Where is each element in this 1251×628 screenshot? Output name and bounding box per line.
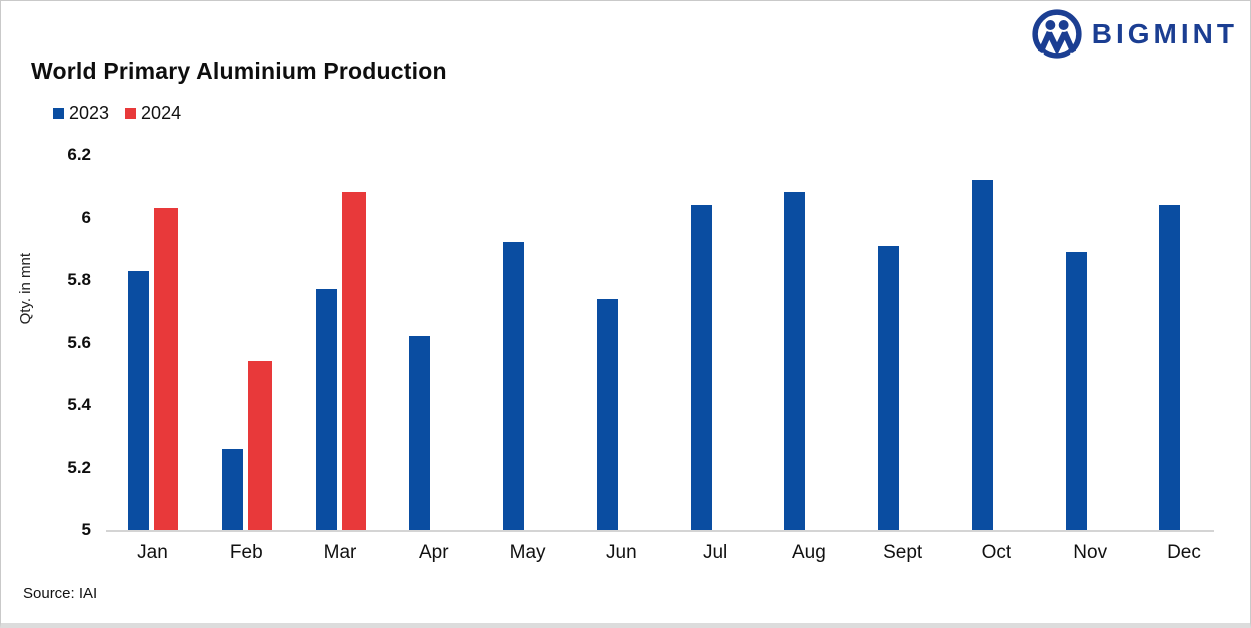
legend-item-2024: 2024: [125, 103, 181, 124]
bar-2023-apr: [409, 336, 431, 530]
bar-2023-oct: [971, 180, 993, 530]
legend-item-2023: 2023: [53, 103, 109, 124]
legend-swatch-2024: [125, 108, 137, 119]
x-axis-label-sept: Sept: [883, 542, 923, 563]
bar-2023-sept: [878, 246, 900, 530]
source-note: Source: IAI: [23, 585, 98, 602]
brand-logo-text: BIGMINT: [1091, 18, 1238, 49]
y-tick-label: 5: [81, 520, 91, 539]
bigmint-people-icon: [1032, 9, 1082, 59]
bar-2023-may: [503, 242, 525, 530]
brand-logo: BIGMINT: [1032, 9, 1238, 59]
bar-2023-mar: [315, 289, 337, 530]
bar-2024-mar: [341, 192, 366, 530]
y-tick-label: 5.2: [67, 457, 91, 477]
plot-area: [1, 155, 1250, 530]
legend-swatch-2023: [53, 108, 64, 119]
x-axis-baseline: [106, 530, 1214, 532]
y-tick-label: 5.4: [67, 395, 91, 414]
bar-2023-aug: [784, 192, 806, 530]
bar-2023-feb: [221, 449, 243, 530]
x-axis-label-jan: Jan: [137, 542, 168, 563]
x-axis-label-nov: Nov: [1073, 542, 1108, 563]
legend-label-2024: 2024: [141, 103, 182, 123]
bar-2024-feb: [247, 361, 272, 530]
x-axis-label-feb: Feb: [229, 542, 263, 563]
x-axis-label-apr: Apr: [419, 542, 449, 563]
x-axis-label-mar: Mar: [323, 542, 357, 563]
x-axis-label-may: May: [509, 542, 546, 563]
bar-2023-jun: [596, 299, 618, 530]
bar-2023-dec: [1159, 205, 1181, 530]
y-tick-label: 5.6: [67, 332, 91, 352]
bar-2024-jan: [154, 208, 178, 530]
chart-legend: 2023 2024: [53, 103, 181, 124]
y-tick-label: 6.2: [67, 145, 91, 164]
legend-label-2023: 2023: [69, 103, 110, 123]
x-axis-label-dec: Dec: [1167, 542, 1201, 563]
bar-2023-jul: [690, 205, 712, 530]
chart-title: World Primary Aluminium Production: [31, 58, 447, 84]
x-axis-label-jun: Jun: [606, 542, 637, 563]
x-axis-label-aug: Aug: [791, 542, 826, 563]
x-axis-label-oct: Oct: [981, 542, 1012, 563]
bar-2023-nov: [1065, 252, 1087, 530]
y-tick-label: 5.8: [67, 270, 91, 289]
y-tick-label: 6: [81, 207, 91, 227]
bar-2023-jan: [128, 271, 149, 530]
x-axis-label-jul: Jul: [702, 542, 728, 563]
